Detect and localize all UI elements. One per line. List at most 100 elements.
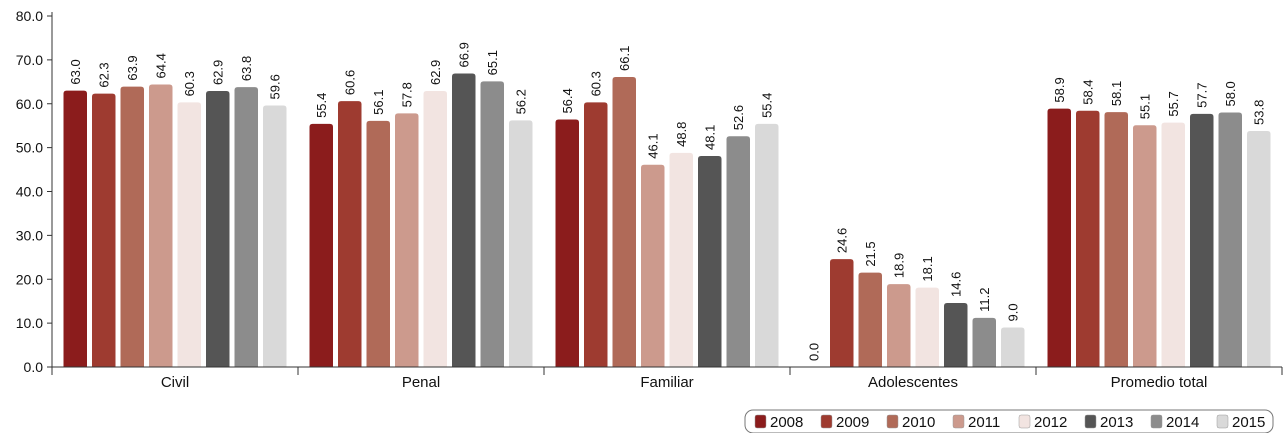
- bar-adolescentes-2009: [830, 259, 854, 367]
- legend-label: 2012: [1034, 414, 1067, 431]
- bar-promedio-total-2008: [1047, 108, 1071, 368]
- bar-penal-2013: [452, 73, 476, 367]
- y-tick-label: 30.0: [16, 227, 43, 243]
- bar-adolescentes-2012: [915, 287, 939, 367]
- data-label: 66.1: [617, 46, 632, 71]
- legend-swatch: [820, 414, 833, 429]
- data-label: 58.9: [1052, 77, 1067, 102]
- data-label: 60.3: [182, 71, 197, 96]
- bar-penal-2011: [395, 113, 419, 367]
- legend-label: 2009: [836, 414, 869, 431]
- legend-swatch: [952, 414, 965, 429]
- category-label: Familiar: [640, 374, 693, 391]
- data-label: 62.9: [211, 60, 226, 85]
- bar-civil-2008: [63, 90, 87, 368]
- bar-civil-2015: [263, 105, 287, 367]
- data-label: 58.0: [1223, 81, 1238, 106]
- bar-familiar-2008: [555, 119, 579, 367]
- data-label: 55.1: [1138, 94, 1153, 119]
- y-tick-label: 70.0: [16, 52, 43, 68]
- bar-familiar-2012: [669, 152, 693, 367]
- category-label: Adolescentes: [868, 374, 958, 391]
- bar-penal-2014: [480, 81, 504, 367]
- category-label: Penal: [402, 374, 440, 391]
- data-label: 56.2: [514, 89, 529, 114]
- data-label: 55.7: [1166, 91, 1181, 116]
- data-label: 11.2: [977, 288, 992, 312]
- data-label: 65.1: [485, 50, 500, 75]
- bar-familiar-2013: [698, 155, 722, 367]
- data-label: 60.3: [589, 71, 604, 96]
- bars: 63.0 62.3 63.9 64.4 60.3 62.9 63.8 59.6 55.4 60.6…: [63, 42, 1271, 368]
- category-label: Civil: [161, 374, 189, 391]
- bar-promedio-total-2012: [1161, 122, 1185, 368]
- legend-swatch: [1150, 414, 1163, 429]
- bar-promedio-total-2009: [1076, 110, 1100, 368]
- data-label: 55.4: [760, 93, 775, 118]
- category-label: Promedio total: [1111, 374, 1208, 391]
- data-label: 57.8: [400, 82, 415, 107]
- y-tick-label: 80.0: [16, 8, 43, 24]
- data-label: 58.4: [1081, 79, 1096, 104]
- bar-promedio-total-2011: [1133, 125, 1157, 367]
- data-label: 63.8: [239, 56, 254, 81]
- data-label: 66.9: [457, 42, 472, 67]
- y-tick-label: 0.0: [24, 359, 44, 375]
- y-tick-label: 40.0: [16, 184, 43, 200]
- y-tick-label: 50.0: [16, 140, 43, 156]
- data-label: 48.8: [674, 122, 689, 147]
- bar-familiar-2010: [612, 76, 636, 367]
- bar-adolescentes-2011: [887, 284, 911, 367]
- bar-civil-2013: [206, 91, 230, 368]
- bar-penal-2008: [309, 123, 333, 368]
- legend-swatch: [1084, 414, 1097, 429]
- legend-swatch: [754, 414, 767, 429]
- bar-civil-2011: [149, 84, 173, 367]
- data-label: 56.1: [371, 90, 386, 115]
- legend-label: 2010: [902, 414, 935, 431]
- data-label: 21.5: [863, 241, 878, 266]
- y-tick-label: 20.0: [16, 271, 43, 287]
- data-label: 53.8: [1252, 100, 1267, 125]
- y-tick-label: 60.0: [16, 96, 43, 112]
- bar-adolescentes-2014: [972, 317, 996, 367]
- bar-civil-2010: [120, 86, 144, 368]
- data-label: 18.9: [892, 253, 907, 278]
- data-label: 63.0: [68, 59, 83, 84]
- bar-civil-2014: [234, 87, 258, 367]
- bar-promedio-total-2014: [1218, 112, 1242, 368]
- bar-penal-2012: [423, 91, 447, 368]
- bar-penal-2015: [509, 120, 533, 367]
- data-label: 55.4: [314, 93, 329, 118]
- data-label: 63.9: [125, 55, 140, 80]
- bar-adolescentes-2010: [858, 272, 882, 367]
- x-axis: Civil Penal Familiar Adolescentes Promedio t…: [51, 366, 1283, 391]
- data-label: 58.1: [1109, 81, 1124, 106]
- bar-penal-2010: [366, 120, 390, 367]
- legend-swatch: [1018, 414, 1031, 429]
- legend-label: 2013: [1100, 414, 1133, 431]
- data-label: 56.4: [560, 88, 575, 113]
- bar-promedio-total-2015: [1247, 130, 1271, 367]
- data-label: 62.9: [428, 60, 443, 85]
- data-label: 48.1: [703, 125, 718, 150]
- data-label: 62.3: [97, 62, 112, 87]
- data-label: 64.4: [154, 53, 169, 78]
- bar-civil-2009: [92, 93, 116, 367]
- data-label: 59.6: [268, 74, 283, 99]
- data-label: 9.0: [1006, 303, 1021, 321]
- legend-label: 2015: [1232, 414, 1265, 431]
- legend-swatch: [886, 414, 899, 429]
- y-axis: 0.0 10.0 20.0 30.0 40.0 50.0 60.0 70.0 80.0: [16, 8, 53, 375]
- data-label: 60.6: [343, 70, 358, 95]
- data-label: 24.6: [835, 228, 850, 253]
- bar-adolescentes-2015: [1001, 327, 1025, 367]
- bar-familiar-2011: [641, 164, 665, 367]
- bar-familiar-2014: [726, 136, 750, 367]
- data-label: 0.0: [806, 343, 821, 361]
- legend-swatch: [1216, 414, 1229, 429]
- legend-label: 2014: [1166, 414, 1199, 431]
- y-tick-label: 10.0: [16, 315, 43, 331]
- data-label: 18.1: [920, 256, 935, 281]
